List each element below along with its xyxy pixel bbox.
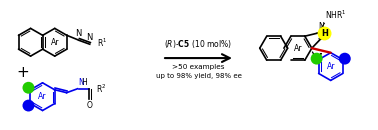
- Text: $(R)$-$\mathbf{C5}$ (10 mol%): $(R)$-$\mathbf{C5}$ (10 mol%): [164, 38, 232, 50]
- Circle shape: [311, 53, 322, 65]
- Text: +: +: [16, 65, 29, 80]
- Text: >50 examples: >50 examples: [172, 64, 225, 70]
- Text: Ar: Ar: [51, 38, 59, 47]
- Text: H: H: [82, 78, 87, 87]
- Text: Ar: Ar: [38, 92, 47, 101]
- Text: up to 98% yield, 98% ee: up to 98% yield, 98% ee: [155, 73, 242, 79]
- Text: R$^1$: R$^1$: [97, 37, 107, 49]
- Text: Ar: Ar: [294, 44, 302, 53]
- Text: N: N: [76, 29, 82, 38]
- Text: N: N: [87, 33, 93, 42]
- Text: NHR$^1$: NHR$^1$: [325, 9, 347, 21]
- Circle shape: [318, 27, 332, 40]
- Text: R$^2$: R$^2$: [96, 83, 107, 95]
- Text: Ar: Ar: [327, 62, 335, 71]
- Circle shape: [339, 53, 351, 65]
- Text: N: N: [78, 78, 84, 87]
- Text: N: N: [318, 22, 324, 31]
- Text: H: H: [321, 29, 328, 38]
- Text: O: O: [87, 101, 93, 110]
- Circle shape: [22, 100, 34, 112]
- Circle shape: [22, 82, 34, 94]
